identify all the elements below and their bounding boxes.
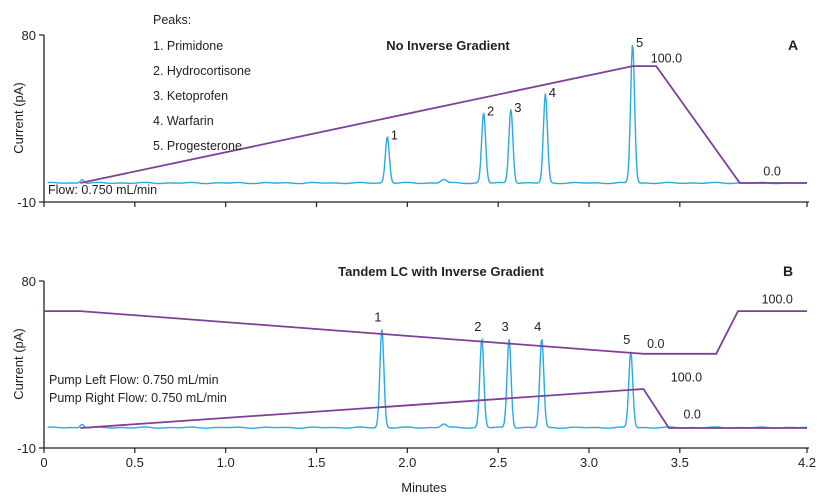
y-tick-label: -10	[17, 441, 36, 456]
legend-title: Peaks:	[153, 13, 191, 27]
gradient-value-label: 0.0	[683, 408, 700, 422]
flow-label-left: Pump Left Flow: 0.750 mL/min	[49, 373, 219, 387]
gradient-value-label: 0.0	[763, 165, 780, 179]
gradient-profile	[80, 65, 807, 184]
gradient-value-label: 100.0	[671, 371, 702, 385]
gradient-value-label: 0.0	[647, 337, 664, 351]
panel-a: 1 2 3 4 5 100.0 0.0 No Inverse Gradient A Peak…	[11, 13, 809, 210]
panel-a-letter: A	[788, 37, 798, 53]
x-tick-label: 3.5	[671, 455, 689, 470]
gradient-profile	[80, 388, 807, 429]
x-tick-label: 1.5	[307, 455, 325, 470]
peak-label: 5	[623, 332, 630, 347]
peak-label: 4	[534, 319, 541, 334]
x-tick-label: 2.0	[398, 455, 416, 470]
x-tick-label: 4.2	[798, 455, 816, 470]
legend-item: 1. Primidone	[153, 39, 223, 53]
peak-label: 5	[636, 35, 643, 50]
legend-item: 3. Ketoprofen	[153, 89, 228, 103]
peak-label: 4	[549, 85, 556, 100]
panel-b: 1 2 3 4 5 0.0 100.0 100.0 0.0 Tandem LC with Inv…	[11, 263, 816, 495]
peak-label: 3	[514, 100, 521, 115]
peak-label: 2	[487, 103, 494, 118]
x-tick-label: 0	[40, 455, 47, 470]
y-tick-label: 80	[22, 28, 36, 43]
gradient-profile	[44, 310, 807, 355]
peak-label: 1	[391, 128, 398, 143]
gradient-value-label: 100.0	[651, 51, 682, 65]
x-axis-label: Minutes	[401, 480, 447, 495]
x-tick-label: 2.5	[489, 455, 507, 470]
peak-label: 2	[474, 319, 481, 334]
gradient-value-label: 100.0	[762, 293, 793, 307]
panel-b-letter: B	[783, 263, 793, 279]
peaks-legend: Peaks: 1. Primidone 2. Hydrocortisone 3.…	[153, 13, 251, 153]
legend-item: 5. Progesterone	[153, 139, 242, 153]
panel-a-title: No Inverse Gradient	[386, 38, 510, 53]
legend-item: 2. Hydrocortisone	[153, 64, 251, 78]
y-tick-label: 80	[22, 274, 36, 289]
legend-item: 4. Warfarin	[153, 114, 214, 128]
y-axis-label: Current (pA)	[11, 82, 26, 154]
x-tick-label: 3.0	[580, 455, 598, 470]
y-axis-label: Current (pA)	[11, 328, 26, 400]
x-tick-label: 1.0	[217, 455, 235, 470]
flow-label: Flow: 0.750 mL/min	[48, 183, 157, 197]
flow-label-right: Pump Right Flow: 0.750 mL/min	[49, 391, 227, 405]
y-tick-label: -10	[17, 195, 36, 210]
chromatogram-trace	[47, 44, 807, 185]
x-tick-label: 0.5	[126, 455, 144, 470]
panel-b-title: Tandem LC with Inverse Gradient	[338, 264, 544, 279]
peak-label: 3	[501, 319, 508, 334]
peak-label: 1	[374, 310, 381, 325]
